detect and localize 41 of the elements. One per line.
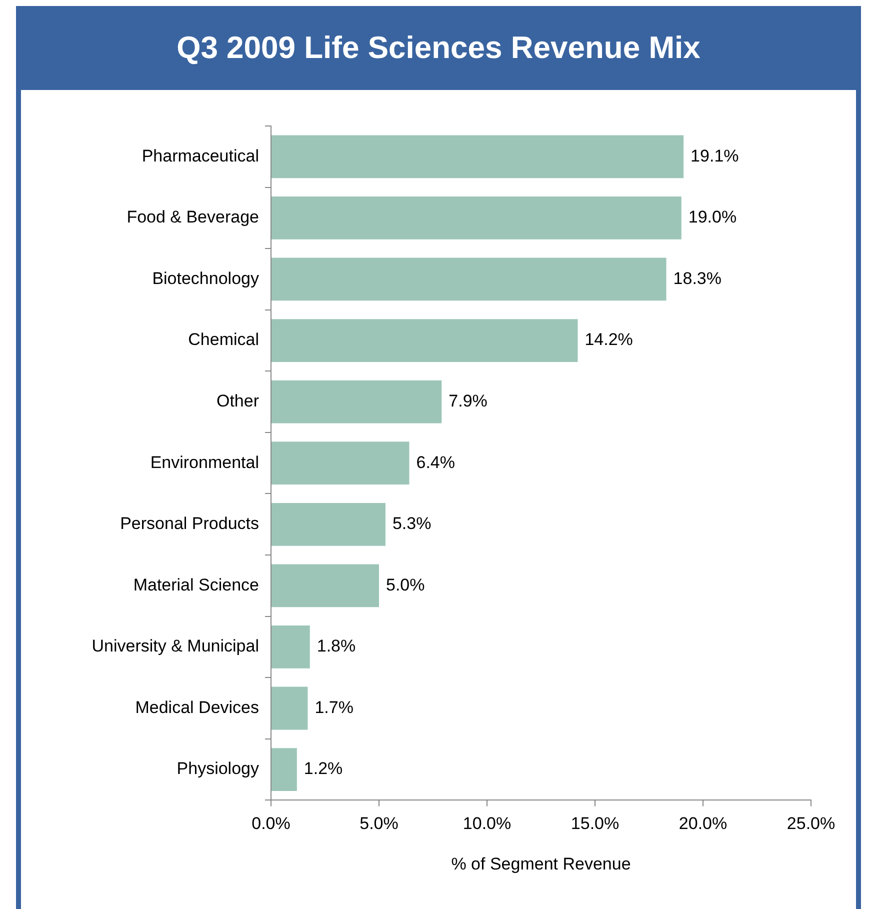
y-tick-label: Environmental <box>150 452 259 472</box>
y-tick-label: Physiology <box>176 759 260 778</box>
bar <box>272 258 666 301</box>
data-label: 19.0% <box>688 208 737 227</box>
y-tick-label: Biotechnology <box>152 268 260 288</box>
data-label: 18.3% <box>673 268 722 288</box>
bar <box>272 135 684 178</box>
y-tick-label: University & Municipal <box>92 636 259 656</box>
y-tick-label: Material Science <box>133 575 259 594</box>
bar <box>272 686 308 730</box>
data-label: 7.9% <box>448 391 488 410</box>
chart-title: Q3 2009 Life Sciences Revenue Mix <box>16 6 861 90</box>
data-label: 1.8% <box>316 636 356 656</box>
bar <box>272 626 310 668</box>
x-axis-title: % of Segment Revenue <box>451 854 631 874</box>
data-label: 6.4% <box>416 452 455 472</box>
bar <box>272 442 410 485</box>
bar <box>272 380 442 424</box>
x-tick-label: 20.0% <box>678 814 728 834</box>
bar <box>272 319 578 362</box>
x-tick-label: 5.0% <box>360 814 398 834</box>
y-tick-label: Chemical <box>188 330 259 350</box>
bar <box>272 748 297 792</box>
x-tick-label: 15.0% <box>570 814 620 834</box>
data-label: 14.2% <box>584 330 633 350</box>
y-tick-label: Medical Devices <box>135 698 259 717</box>
x-tick-label: 25.0% <box>786 814 836 834</box>
x-tick-label: 10.0% <box>462 814 512 834</box>
bar <box>272 502 386 546</box>
x-tick-label: 0.0% <box>252 814 290 834</box>
data-label: 1.2% <box>304 759 343 778</box>
y-tick-label: Personal Products <box>120 514 259 534</box>
data-label: 5.0% <box>386 575 425 594</box>
bar <box>272 564 379 608</box>
bar <box>272 196 682 240</box>
data-label: 5.3% <box>392 514 432 534</box>
y-tick-label: Food & Beverage <box>126 208 259 227</box>
data-label: 1.7% <box>314 698 354 717</box>
y-tick-label: Other <box>216 391 260 410</box>
y-tick-label: Pharmaceutical <box>142 146 259 166</box>
data-label: 19.1% <box>690 146 739 166</box>
